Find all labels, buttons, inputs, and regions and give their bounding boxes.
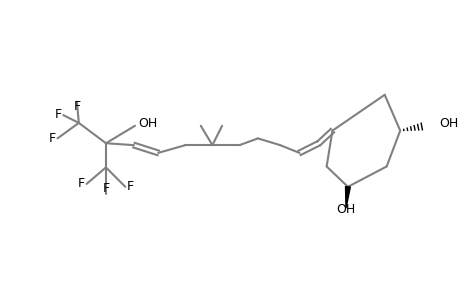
Text: OH: OH	[438, 117, 457, 130]
Text: F: F	[127, 180, 134, 193]
Text: OH: OH	[336, 203, 355, 216]
Text: F: F	[73, 100, 80, 113]
Text: F: F	[54, 108, 61, 121]
Text: F: F	[78, 177, 84, 190]
Polygon shape	[345, 187, 350, 208]
Text: F: F	[48, 132, 56, 145]
Text: F: F	[102, 182, 109, 196]
Text: OH: OH	[138, 117, 157, 130]
